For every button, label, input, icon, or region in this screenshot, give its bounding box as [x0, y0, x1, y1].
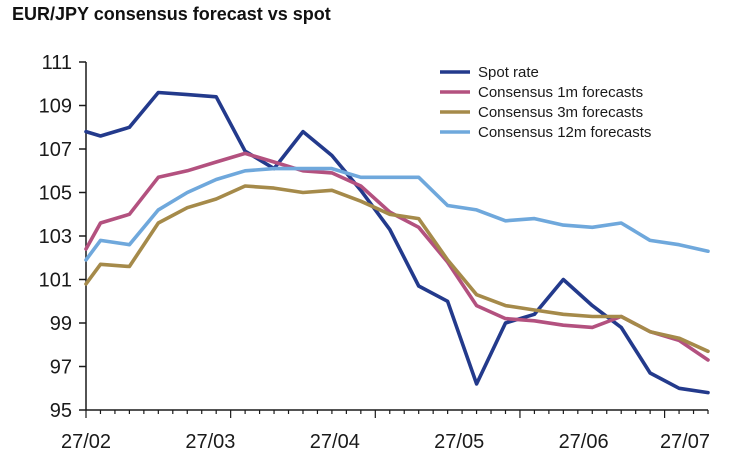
y-tick-label: 103: [39, 226, 72, 248]
axes: 95 97 99 101 103 105 107 109 111 27/02 27/03 27/04 2…: [39, 52, 710, 453]
series-line-4: [84, 166, 710, 262]
y-tick-label: 95: [50, 400, 72, 422]
legend-label: Consensus 3m forecasts: [478, 104, 643, 121]
legend-label: Consensus 12m forecasts: [478, 124, 651, 141]
series-line-2: [84, 151, 710, 362]
y-tick-label: 107: [39, 139, 72, 161]
chart-title: EUR/JPY consensus forecast vs spot: [12, 4, 331, 24]
x-tick-label: 27/03: [185, 431, 235, 453]
legend-label: Spot rate: [478, 64, 539, 81]
x-tick-label: 27/04: [310, 431, 360, 453]
y-tick-label: 111: [42, 52, 72, 74]
y-tick-label: 99: [50, 313, 72, 335]
y-tick-label: 101: [39, 270, 72, 292]
y-tick-label: 105: [39, 183, 72, 205]
y-tick-label: 97: [50, 357, 72, 379]
series-line-1: [84, 90, 710, 395]
x-tick-label: 27/05: [434, 431, 484, 453]
series-line-3: [84, 184, 710, 354]
x-tick-label: 27/02: [61, 431, 111, 453]
legend-label: Consensus 1m forecasts: [478, 84, 643, 101]
y-tick-label: 109: [39, 96, 72, 118]
x-tick-label: 27/07: [660, 431, 710, 453]
series-lines: [84, 90, 710, 395]
legend: Spot rate Consensus 1m forecasts Consensus…: [440, 64, 651, 141]
x-tick-label: 27/06: [559, 431, 609, 453]
